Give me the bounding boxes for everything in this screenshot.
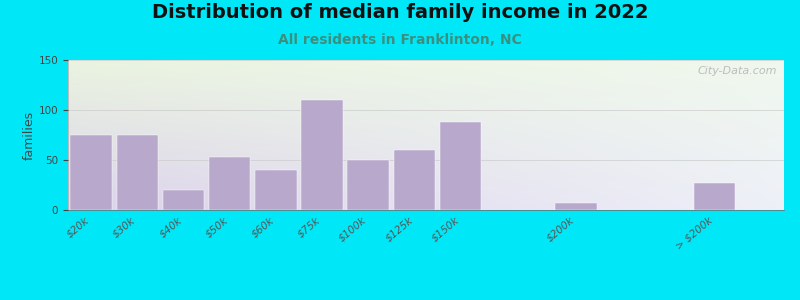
Bar xyxy=(302,100,343,210)
Bar xyxy=(70,135,112,210)
Bar xyxy=(555,203,597,210)
Bar xyxy=(694,183,735,210)
Text: Distribution of median family income in 2022: Distribution of median family income in … xyxy=(152,3,648,22)
Bar xyxy=(255,170,297,210)
Text: City-Data.com: City-Data.com xyxy=(698,66,777,76)
Bar xyxy=(209,157,250,210)
Bar xyxy=(162,190,204,210)
Bar xyxy=(117,135,158,210)
Bar xyxy=(347,160,389,210)
Bar xyxy=(440,122,482,210)
Y-axis label: families: families xyxy=(22,110,36,160)
Bar xyxy=(394,150,435,210)
Text: All residents in Franklinton, NC: All residents in Franklinton, NC xyxy=(278,33,522,47)
